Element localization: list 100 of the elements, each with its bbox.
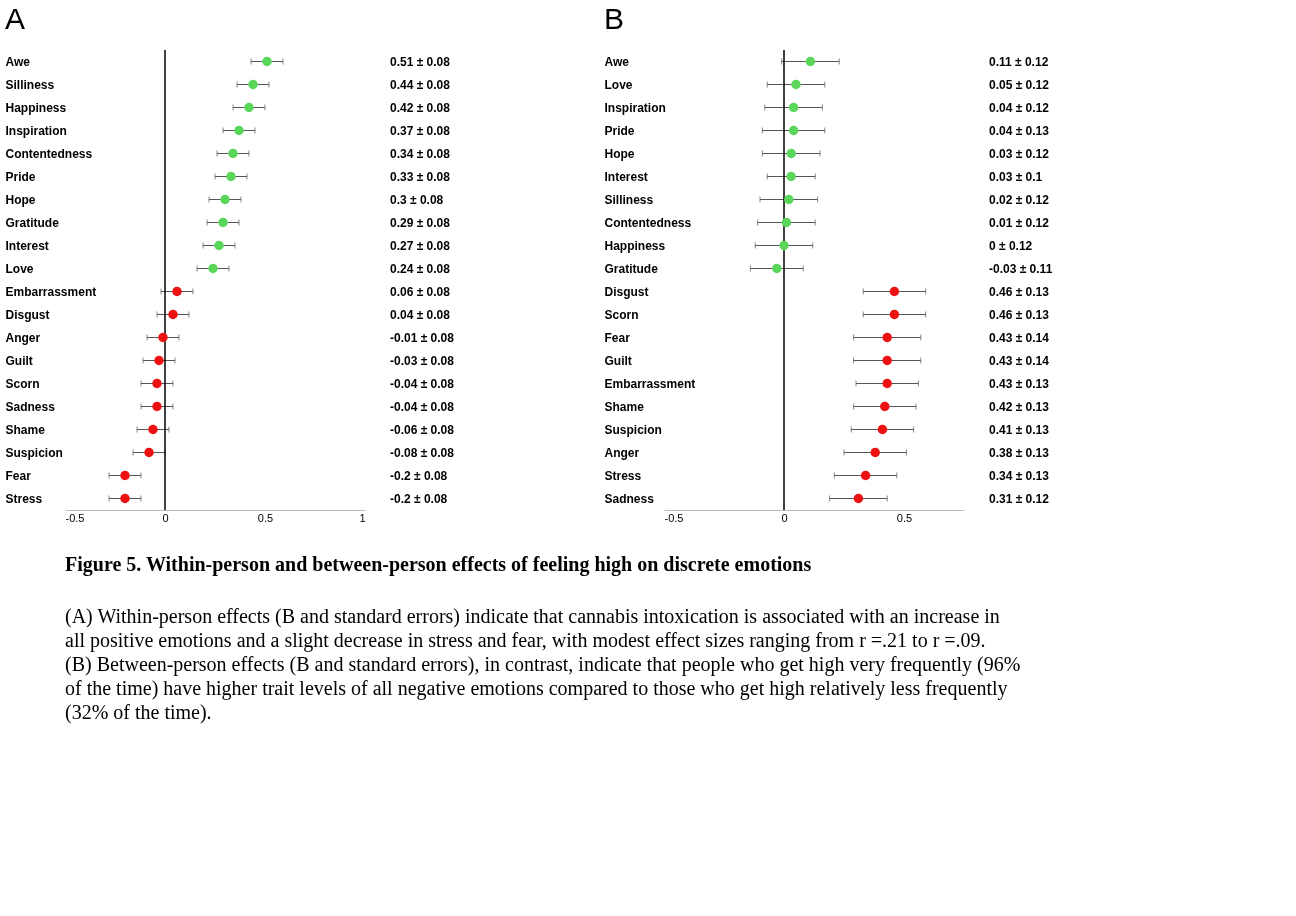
y-tick-label: Hope: [604, 146, 635, 161]
text: 0.34 ± 0.08: [390, 146, 450, 161]
point: [168, 309, 178, 320]
text: 0.43 ± 0.13: [989, 376, 1049, 391]
text: 0.01 ± 0.12: [989, 215, 1049, 230]
y-tick-label: Sadness: [604, 491, 655, 506]
x-tick-label: -0.5: [65, 511, 85, 524]
point: [788, 102, 799, 113]
point: [786, 171, 796, 182]
text: 0.31 ± 0.12: [989, 491, 1049, 506]
y-tick-label: Shame: [604, 399, 645, 414]
y-tick-label: Anger: [5, 330, 41, 345]
point: [120, 493, 130, 504]
point: [244, 102, 254, 113]
point: [805, 56, 816, 67]
y-tick-label: Sadness: [5, 399, 56, 414]
text: 0.41 ± 0.13: [989, 422, 1049, 437]
text: 0.04 ± 0.12: [989, 100, 1049, 115]
text: 0.33 ± 0.08: [390, 169, 450, 184]
point: [882, 332, 892, 343]
point: [226, 171, 236, 182]
text: 0.29 ± 0.08: [390, 215, 450, 230]
text: 0.38 ± 0.13: [989, 445, 1049, 460]
chart-title: A: [5, 2, 26, 36]
y-tick-label: Shame: [5, 422, 46, 437]
text: -0.04 ± 0.08: [390, 399, 454, 414]
y-tick-label: Inspiration: [5, 123, 67, 138]
text: 0.43 ± 0.14: [989, 330, 1049, 345]
y-tick-label: Scorn: [604, 307, 639, 322]
point: [152, 401, 162, 412]
text: -0.03 ± 0.11: [989, 261, 1053, 276]
x-tick-label: 0.5: [257, 511, 274, 524]
y-tick-label: Contentedness: [604, 215, 692, 230]
point: [880, 401, 890, 412]
text: 0.42 ± 0.08: [390, 100, 450, 115]
y-tick-label: Pride: [5, 169, 36, 184]
y-tick-label: Guilt: [604, 353, 632, 368]
text: (A) Within-person effects (B and standard errors) indicate that cannabis intoxication is associated with an increase in all positive emotions and a slight decrease in stress and fear, with modest effect sizes ranging from r =.21 to r =.09. (B) Between-person effects (B and standard errors), in contrast, indicate that people who get high very frequently (96% of the time) have higher trait levels of all negative emotions compared to those who get high relatively less frequently (32% of the time).: [65, 605, 1021, 724]
point: [781, 217, 792, 228]
y-tick-label: Stress: [5, 491, 43, 506]
text: 0.27 ± 0.08: [390, 238, 450, 253]
caption: Figure 5. Within-person and between-person effects of feeling high on discrete emotions: [65, 553, 812, 576]
y-tick-label: Happiness: [5, 100, 67, 115]
y-tick-label: Gratitude: [5, 215, 60, 230]
y-tick-label: Fear: [5, 468, 32, 483]
text: 0.04 ± 0.13: [989, 123, 1049, 138]
y-tick-label: Contentedness: [5, 146, 93, 161]
text: 0.24 ± 0.08: [390, 261, 450, 276]
point: [889, 286, 900, 297]
point: [779, 240, 789, 251]
y-tick-label: Embarrassment: [604, 376, 696, 391]
text: 0.04 ± 0.08: [390, 307, 450, 322]
y-tick-label: Suspicion: [604, 422, 662, 437]
text: 0.03 ± 0.12: [989, 146, 1049, 161]
point: [228, 148, 238, 159]
y-tick-label: Interest: [604, 169, 648, 184]
x-tick-label: -0.5: [664, 511, 684, 524]
y-tick-label: Gratitude: [604, 261, 659, 276]
text: 0.44 ± 0.08: [390, 77, 450, 92]
point: [172, 286, 182, 297]
y-tick-label: Disgust: [604, 284, 649, 299]
point: [772, 263, 782, 274]
text: 0.05 ± 0.12: [989, 77, 1049, 92]
y-tick-label: Love: [604, 77, 633, 92]
text: 0.46 ± 0.13: [989, 307, 1049, 322]
text: 0.37 ± 0.08: [390, 123, 450, 138]
y-tick-label: Suspicion: [5, 445, 63, 460]
text: -0.2 ± 0.08: [390, 491, 448, 506]
point: [218, 217, 228, 228]
text: 0.06 ± 0.08: [390, 284, 450, 299]
y-tick-label: Stress: [604, 468, 642, 483]
point: [882, 378, 892, 389]
point: [788, 125, 799, 136]
text: -0.06 ± 0.08: [390, 422, 454, 437]
text: 0.34 ± 0.13: [989, 468, 1049, 483]
y-tick-label: Scorn: [5, 376, 40, 391]
x-tick-label: 1: [359, 511, 366, 524]
point: [791, 79, 801, 90]
y-tick-label: Fear: [604, 330, 631, 345]
point: [158, 332, 168, 343]
point: [860, 470, 871, 481]
text: 0.46 ± 0.13: [989, 284, 1049, 299]
text: 0.51 ± 0.08: [390, 54, 450, 69]
y-tick-label: Awe: [604, 54, 630, 69]
text: 0 ± 0.12: [989, 238, 1033, 253]
x-tick-label: 0.5: [896, 511, 913, 524]
point: [262, 56, 272, 67]
point: [786, 148, 796, 159]
text: 0.11 ± 0.12: [989, 54, 1049, 69]
point: [120, 470, 130, 481]
y-tick-label: Inspiration: [604, 100, 666, 115]
text: 0.02 ± 0.12: [989, 192, 1049, 207]
text: -0.03 ± 0.08: [390, 353, 454, 368]
y-tick-label: Anger: [604, 445, 640, 460]
point: [870, 447, 880, 458]
text: -0.01 ± 0.08: [390, 330, 454, 345]
point: [882, 355, 892, 366]
point: [214, 240, 224, 251]
y-tick-label: Happiness: [604, 238, 666, 253]
point: [248, 79, 258, 90]
